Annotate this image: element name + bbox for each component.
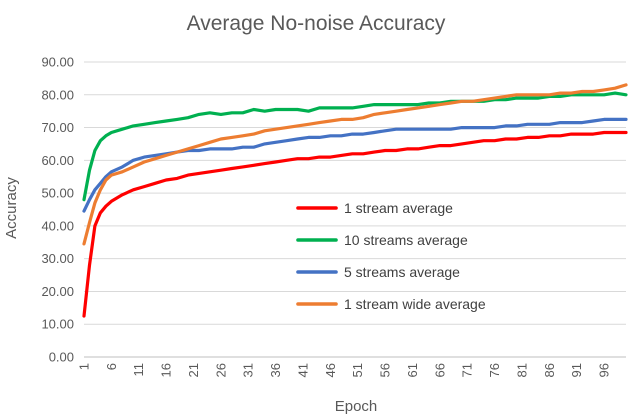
x-tick-label: 66 bbox=[432, 363, 447, 377]
y-tick-label: 70.00 bbox=[41, 120, 74, 135]
y-tick-label: 40.00 bbox=[41, 218, 74, 233]
x-tick-label: 76 bbox=[487, 363, 502, 377]
x-tick-label: 31 bbox=[241, 363, 256, 377]
series-line-1 bbox=[82, 130, 628, 318]
x-tick-label: 21 bbox=[186, 363, 201, 377]
x-tick-label: 86 bbox=[542, 363, 557, 377]
x-tick-label: 36 bbox=[268, 363, 283, 377]
y-tick-label: 90.00 bbox=[41, 55, 74, 70]
x-tick-label: 71 bbox=[460, 363, 475, 377]
y-tick-label: 0.00 bbox=[49, 350, 74, 365]
series-lines bbox=[82, 83, 628, 318]
legend-label: 1 stream wide average bbox=[344, 296, 486, 312]
x-tick-label: 11 bbox=[131, 363, 146, 377]
legend-label: 5 streams average bbox=[344, 264, 460, 280]
y-tick-label: 10.00 bbox=[41, 317, 74, 332]
y-tick-label: 50.00 bbox=[41, 186, 74, 201]
y-tick-label: 60.00 bbox=[41, 153, 74, 168]
x-axis-label: Epoch bbox=[335, 398, 378, 415]
x-tick-label: 56 bbox=[378, 363, 393, 377]
x-tick-label: 26 bbox=[213, 363, 228, 377]
legend: 1 stream average 10 streams average 5 stre… bbox=[296, 200, 486, 312]
legend-label: 1 stream average bbox=[344, 200, 453, 216]
x-tick-label: 41 bbox=[295, 363, 310, 377]
x-tick-label: 51 bbox=[350, 363, 365, 377]
chart-title: Average No-noise Accuracy bbox=[187, 12, 446, 35]
y-tick-label: 80.00 bbox=[41, 87, 74, 102]
x-tick-label: 96 bbox=[597, 363, 612, 377]
x-axis-ticks: 1 6 11 16 21 26 31 36 41 46 51 56 61 66 71 76 81 86 91 96 bbox=[77, 363, 612, 377]
y-tick-label: 20.00 bbox=[41, 284, 74, 299]
x-tick-label: 6 bbox=[104, 363, 119, 370]
y-axis-label: Accuracy bbox=[3, 177, 20, 239]
legend-label: 10 streams average bbox=[344, 232, 468, 248]
gridlines bbox=[84, 61, 626, 358]
y-axis-ticks: 0.00 10.00 20.00 30.00 40.00 50.00 60.00 70.00 8… bbox=[41, 55, 74, 365]
x-tick-label: 16 bbox=[159, 363, 174, 377]
x-tick-label: 81 bbox=[514, 363, 529, 377]
series-line-3 bbox=[82, 117, 628, 213]
x-tick-label: 91 bbox=[569, 363, 584, 377]
x-tick-label: 61 bbox=[405, 363, 420, 377]
x-tick-label: 1 bbox=[77, 363, 92, 370]
x-tick-label: 46 bbox=[323, 363, 338, 377]
y-tick-label: 30.00 bbox=[41, 251, 74, 266]
series-line-4 bbox=[82, 83, 628, 246]
series-line-2 bbox=[82, 91, 628, 202]
